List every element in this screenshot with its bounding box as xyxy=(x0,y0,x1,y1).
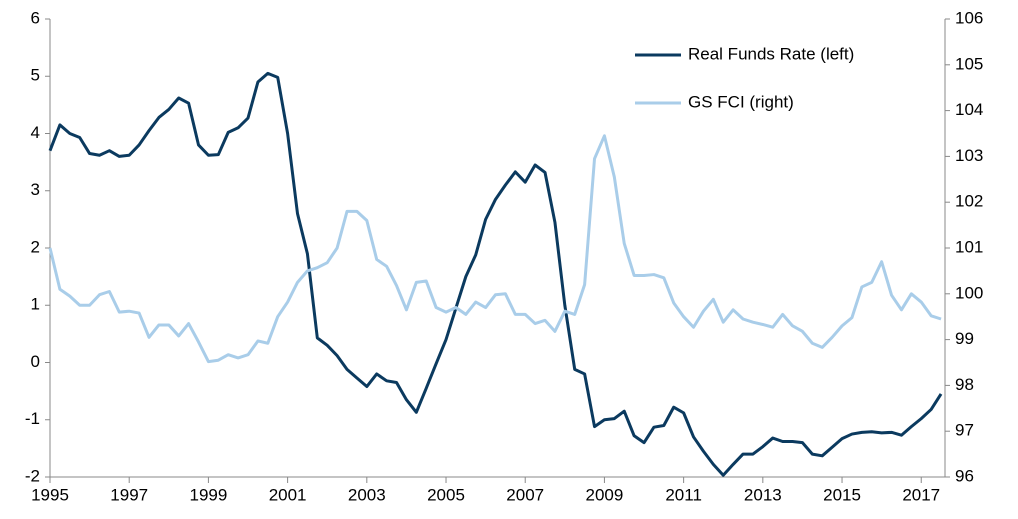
y2-tick-label: 105 xyxy=(955,54,983,73)
series-line xyxy=(48,134,942,364)
x-tick-label: 2009 xyxy=(586,485,624,504)
y-tick-label: -2 xyxy=(25,466,40,485)
x-tick-label: 2003 xyxy=(348,485,386,504)
x-tick-label: 2015 xyxy=(823,485,861,504)
x-tick-label: 2007 xyxy=(506,485,544,504)
y-tick-label: 0 xyxy=(31,352,40,371)
series-line xyxy=(48,71,943,477)
y2-tick-label: 102 xyxy=(955,192,983,211)
x-tick-label: 1995 xyxy=(31,485,69,504)
y2-tick-label: 101 xyxy=(955,237,983,256)
legend-label: GS FCI (right) xyxy=(688,92,794,111)
x-tick-label: 2011 xyxy=(665,485,702,504)
y-tick-label: 1 xyxy=(31,295,40,314)
y2-tick-label: 103 xyxy=(955,146,983,165)
y-tick-label: 3 xyxy=(31,180,40,199)
y2-tick-label: 98 xyxy=(955,375,974,394)
y2-tick-label: 104 xyxy=(955,100,983,119)
x-tick-label: 1999 xyxy=(189,485,227,504)
x-tick-label: 2013 xyxy=(744,485,782,504)
y-tick-label: 2 xyxy=(31,237,40,256)
y-tick-label: 5 xyxy=(31,66,40,85)
y-tick-label: 4 xyxy=(31,123,40,142)
x-tick-label: 2005 xyxy=(427,485,465,504)
legend-label: Real Funds Rate (left) xyxy=(688,44,854,63)
x-tick-label: 2017 xyxy=(902,485,940,504)
y2-tick-label: 100 xyxy=(955,283,983,302)
y2-tick-label: 106 xyxy=(955,8,983,27)
x-tick-label: 1997 xyxy=(110,485,148,504)
y2-tick-label: 96 xyxy=(955,466,974,485)
y-tick-label: -1 xyxy=(25,409,40,428)
y2-tick-label: 97 xyxy=(955,421,974,440)
x-tick-label: 2001 xyxy=(269,485,307,504)
y-tick-label: 6 xyxy=(31,8,40,27)
y2-tick-label: 99 xyxy=(955,329,974,348)
